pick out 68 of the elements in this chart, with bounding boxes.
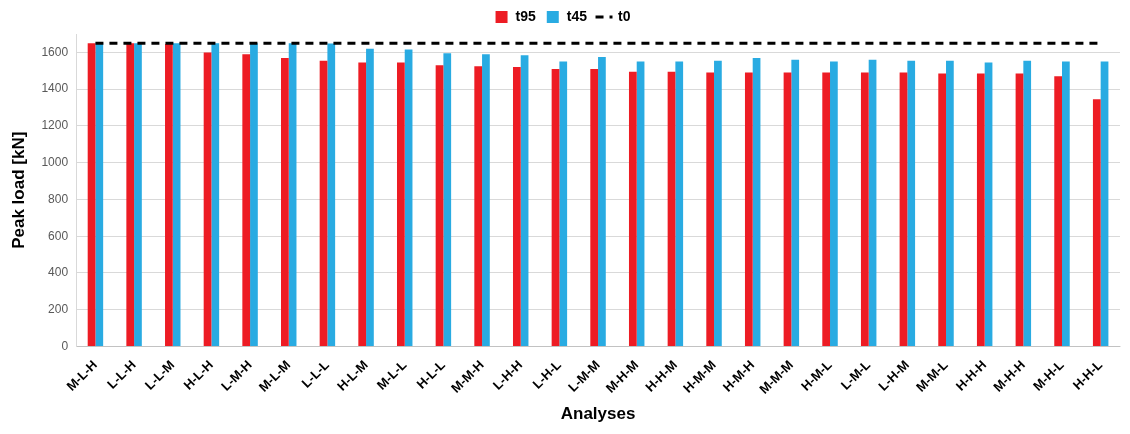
bar [706,72,715,346]
bar [126,43,135,346]
bar [211,43,220,346]
bar [1015,73,1024,346]
legend-label: t95 [515,7,536,24]
bar [435,65,444,346]
bar [319,60,328,346]
bar [744,72,753,346]
bar [752,57,761,346]
bar [598,56,606,346]
bar [791,59,800,346]
y-tick-label: 0 [61,338,69,353]
bar [783,72,792,346]
bar [1054,76,1063,346]
bar [938,73,947,346]
bar [404,49,413,346]
bar [830,61,838,346]
bar [1023,60,1032,346]
bar [860,72,869,346]
bar [327,43,336,346]
bar [636,61,645,346]
y-tick-label: 400 [48,265,69,280]
bar [1100,61,1109,346]
bar [551,68,560,346]
bar [714,60,722,346]
bar [242,54,251,346]
legend-label: t0 [618,7,631,24]
y-tick-label: 800 [48,191,69,206]
bar [366,48,374,346]
bar [667,71,676,346]
y-tick-label: 1400 [41,81,69,96]
x-axis-title: Analyses [560,404,636,424]
bar [512,67,521,346]
legend-label: t45 [566,7,588,24]
y-tick-label: 600 [48,228,69,243]
bar [976,73,985,346]
bar [822,72,831,346]
bar [134,43,142,346]
bar [482,54,490,346]
bar [474,66,483,346]
bar [628,71,637,346]
bar [281,57,289,346]
bar [1062,61,1070,346]
y-tick-label: 1000 [41,154,69,169]
bar [907,60,916,346]
bar [87,43,96,346]
bar [675,61,684,346]
bar [946,60,954,346]
bar [868,59,877,346]
bar [95,43,104,346]
bar [358,62,367,346]
bar [288,43,297,346]
bar [520,55,529,346]
bar [172,43,181,346]
bar [203,52,212,346]
bar [559,61,568,346]
bar [250,43,258,346]
y-tick-label: 1600 [41,44,69,59]
y-tick-label: 1200 [41,118,69,133]
bar [984,62,993,346]
bar [165,44,173,346]
bar [443,53,452,346]
bar [590,68,599,346]
bar [899,72,908,346]
y-axis-title: Peak load [kN] [8,131,28,249]
y-tick-label: 200 [48,302,69,317]
bar [1092,99,1101,346]
bar [397,62,405,346]
